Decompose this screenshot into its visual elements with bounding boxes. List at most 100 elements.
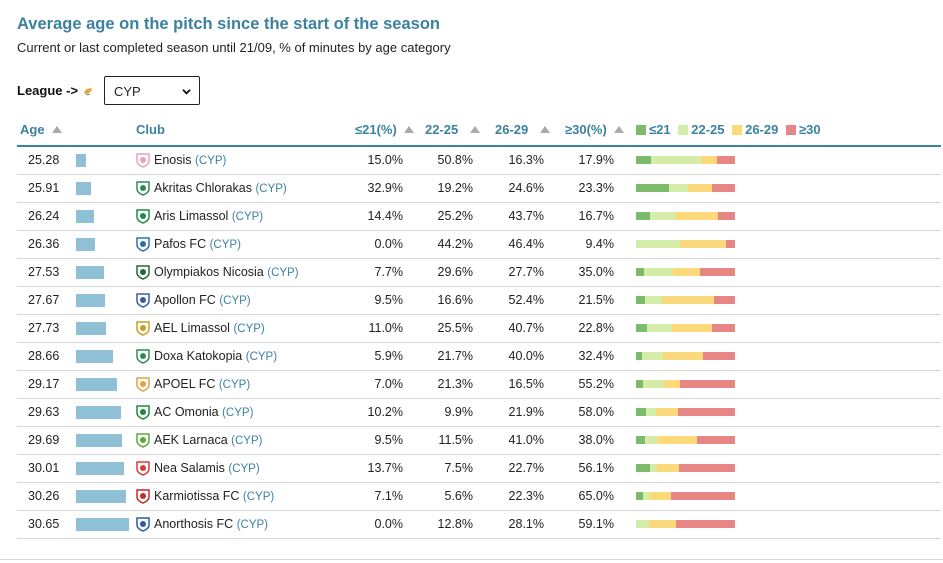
pct-26-29: 22.3%: [508, 489, 544, 503]
club-league: (CYP): [267, 267, 299, 279]
pct-26-29: 43.7%: [508, 209, 544, 223]
club-crest-icon: [136, 489, 150, 504]
club-cell[interactable]: Anorthosis FC (CYP): [154, 517, 268, 531]
club-cell[interactable]: Aris Limassol (CYP): [154, 209, 263, 223]
table-row[interactable]: 29.63 AC Omonia (CYP) 10.2% 9.9% 21.9% 58.0%: [17, 399, 941, 427]
column-header-22-25[interactable]: 22-25: [425, 122, 481, 137]
age-value: 29.17: [28, 377, 60, 391]
age-bar: [76, 154, 87, 167]
table-row[interactable]: 25.28 Enosis (CYP) 15.0% 50.8% 16.3% 17.9%: [17, 147, 941, 175]
club-name: Olympiakos Nicosia: [154, 265, 264, 279]
club-cell[interactable]: Apollon FC (CYP): [154, 293, 251, 307]
club-name: Doxa Katokopia: [154, 349, 243, 363]
pct-o30: 35.0%: [578, 265, 614, 279]
table-row[interactable]: 27.53 Olympiakos Nicosia (CYP) 7.7% 29.6% 27…: [17, 259, 941, 287]
legend-swatch-o30: [785, 125, 796, 135]
pct-22-25: 12.8%: [437, 517, 473, 531]
club-crest-icon: [136, 517, 150, 532]
club-cell[interactable]: Akritas Chlorakas (CYP): [154, 181, 287, 195]
age-value: 29.69: [28, 433, 60, 447]
segment-o30: [700, 268, 735, 276]
segment-22-25: [646, 324, 673, 332]
segment-o30: [725, 240, 735, 248]
segment-u21: [636, 380, 643, 388]
table-row[interactable]: 30.26 Karmiotissa FC (CYP) 7.1% 5.6% 22.3% 65…: [17, 483, 941, 511]
club-cell[interactable]: APOEL FC (CYP): [154, 377, 250, 391]
column-header-u21[interactable]: ≤21(%): [355, 122, 414, 137]
pct-o30: 38.0%: [578, 433, 614, 447]
club-cell[interactable]: AEL Limassol (CYP): [154, 321, 265, 335]
sort-icon: [540, 126, 551, 133]
pct-26-29: 16.5%: [508, 377, 544, 391]
table-row[interactable]: 29.69 AEK Larnaca (CYP) 9.5% 11.5% 41.0% 38.0…: [17, 427, 941, 455]
club-cell[interactable]: Enosis (CYP): [154, 153, 226, 167]
pct-u21: 0.0%: [374, 517, 404, 531]
segment-22-25: [636, 240, 680, 248]
column-header-o30[interactable]: ≥30(%): [565, 122, 624, 137]
club-cell[interactable]: AEK Larnaca (CYP): [154, 433, 262, 447]
club-crest-icon: [136, 265, 150, 280]
table-row[interactable]: 27.73 AEL Limassol (CYP) 11.0% 25.5% 40.7% 22…: [17, 315, 941, 343]
age-value: 27.73: [28, 321, 60, 335]
club-league: (CYP): [236, 519, 268, 531]
club-crest-icon: [136, 349, 150, 364]
segment-22-25: [646, 408, 656, 416]
table-row[interactable]: 25.91 Akritas Chlorakas (CYP) 32.9% 19.2% 24…: [17, 175, 941, 203]
club-crest-icon: [136, 377, 150, 392]
club-cell[interactable]: Nea Salamis (CYP): [154, 461, 260, 475]
age-bar: [76, 406, 121, 419]
club-crest-icon: [136, 209, 150, 224]
pct-u21: 7.0%: [374, 377, 404, 391]
club-name: Aris Limassol: [154, 209, 229, 223]
column-header-26-29[interactable]: 26-29: [495, 122, 551, 137]
club-crest-icon: [136, 321, 150, 336]
table-row[interactable]: 27.67 Apollon FC (CYP) 9.5% 16.6% 52.4% 21.5%: [17, 287, 941, 315]
column-header-club[interactable]: Club: [136, 122, 165, 137]
legend-item-u21: ≤21: [636, 122, 671, 137]
age-distribution-bar: [636, 464, 735, 472]
club-cell[interactable]: Karmiotissa FC (CYP): [154, 489, 274, 503]
table-row[interactable]: 30.01 Nea Salamis (CYP) 13.7% 7.5% 22.7% 56.1…: [17, 455, 941, 483]
segment-22-25: [641, 352, 664, 360]
pct-26-29: 16.3%: [508, 153, 544, 167]
pct-26-29: 41.0%: [508, 433, 544, 447]
table-row[interactable]: 26.36 Pafos FC (CYP) 0.0% 44.2% 46.4% 9.4%: [17, 231, 941, 259]
league-select[interactable]: CYP: [104, 76, 200, 105]
age-value: 27.53: [28, 265, 60, 279]
age-distribution-bar: [636, 408, 735, 416]
segment-26-29: [672, 324, 713, 332]
club-cell[interactable]: Pafos FC (CYP): [154, 237, 241, 251]
segment-22-25: [636, 520, 649, 528]
club-name: APOEL FC: [154, 377, 216, 391]
pct-o30: 65.0%: [578, 489, 614, 503]
segment-22-25: [642, 380, 664, 388]
club-cell[interactable]: Doxa Katokopia (CYP): [154, 349, 277, 363]
age-bar: [76, 322, 106, 335]
table-row[interactable]: 28.66 Doxa Katokopia (CYP) 5.9% 21.7% 40.0% 3…: [17, 343, 941, 371]
pct-u21: 11.0%: [368, 321, 403, 335]
segment-26-29: [655, 408, 678, 416]
age-bar: [76, 210, 94, 223]
segment-26-29: [664, 380, 681, 388]
pct-o30: 9.4%: [585, 237, 615, 251]
segment-22-25: [643, 492, 649, 500]
table-row[interactable]: 29.17 APOEL FC (CYP) 7.0% 21.3% 16.5% 55.2%: [17, 371, 941, 399]
club-cell[interactable]: AC Omonia (CYP): [154, 405, 253, 419]
age-bar: [76, 294, 106, 307]
club-league: (CYP): [231, 435, 263, 447]
club-crest-icon: [136, 181, 150, 196]
pct-o30: 17.9%: [578, 153, 614, 167]
club-name: Nea Salamis: [154, 461, 225, 475]
column-header-age-label: Age: [20, 122, 45, 137]
table-row[interactable]: 26.24 Aris Limassol (CYP) 14.4% 25.2% 43.7% 1…: [17, 203, 941, 231]
club-league: (CYP): [242, 491, 275, 503]
segment-o30: [676, 520, 735, 528]
segment-26-29: [663, 352, 703, 360]
column-header-age[interactable]: Age: [20, 122, 62, 137]
legend-label-22-25: 22-25: [691, 122, 725, 137]
segment-26-29: [656, 464, 680, 472]
club-cell[interactable]: Olympiakos Nicosia (CYP): [154, 265, 299, 279]
sort-icon: [51, 126, 62, 133]
table-row[interactable]: 30.65 Anorthosis FC (CYP) 0.0% 12.8% 28.1% 59…: [17, 511, 941, 539]
club-crest-icon: [136, 153, 150, 168]
